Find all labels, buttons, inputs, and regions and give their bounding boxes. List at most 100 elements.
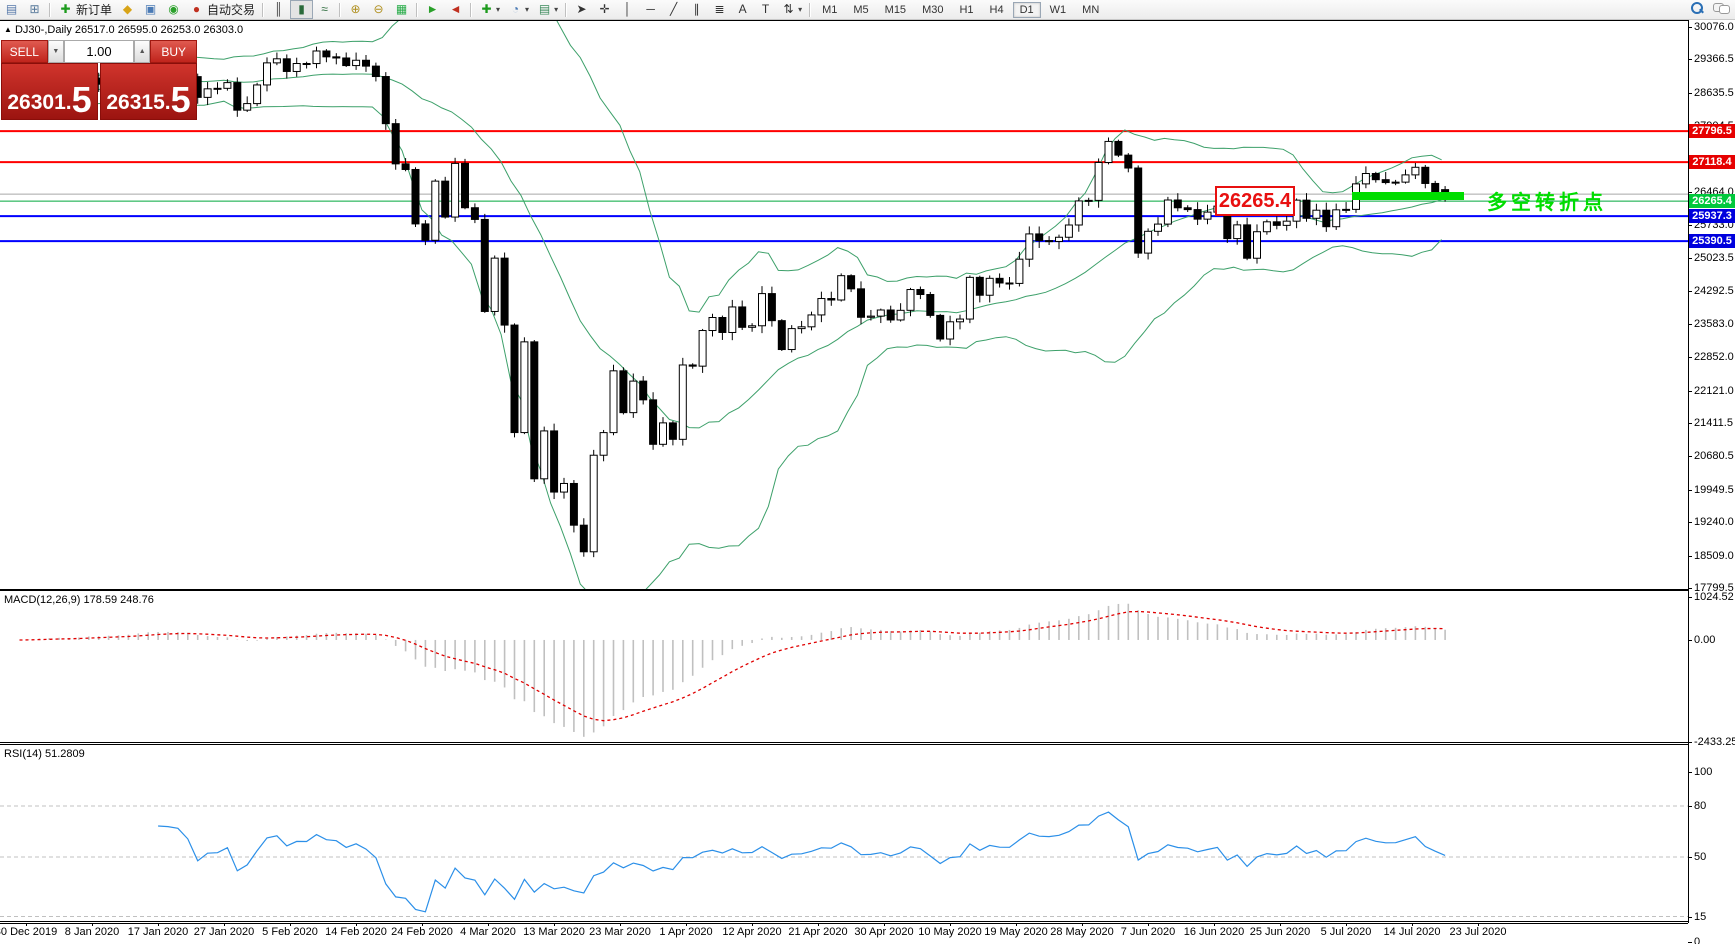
chat-icon[interactable]	[1713, 2, 1730, 14]
timeframe-m30[interactable]: M30	[922, 3, 944, 16]
indicators-button[interactable]: ✚ ▾	[475, 0, 504, 19]
tick-mark	[158, 923, 159, 926]
date-tick-label: 8 Jan 2020	[64, 926, 120, 938]
tick-mark	[1688, 192, 1692, 194]
pane-separator[interactable]	[0, 742, 1688, 743]
pane-separator[interactable]	[0, 923, 1688, 924]
new-order-icon: ✚	[60, 2, 71, 16]
tick-mark	[488, 923, 489, 926]
date-tick-label: 30 Dec 2019	[0, 926, 58, 938]
chevron-down-icon[interactable]: ▾	[496, 5, 501, 14]
horizontal-line-button[interactable]: ─	[639, 0, 662, 19]
toolbar-separator	[809, 2, 812, 17]
macd-pane[interactable]	[0, 591, 1688, 742]
data-window-button[interactable]: ⊞	[23, 0, 46, 19]
tick-mark	[620, 923, 621, 926]
history-center-icon: ◆	[122, 2, 133, 16]
autotrading-button[interactable]: ● 自动交易	[185, 0, 259, 19]
fibonacci-button[interactable]: ≣	[708, 0, 731, 19]
timeframe-h1[interactable]: H1	[959, 3, 974, 16]
tick-mark	[1688, 806, 1692, 807]
crosshair-icon: ✛	[599, 2, 610, 16]
volume-up-button[interactable]: ▲	[133, 40, 151, 63]
signals-button[interactable]: ◉	[162, 0, 185, 19]
tick-mark	[1688, 489, 1692, 491]
main-chart[interactable]	[0, 21, 1688, 589]
trendline-button[interactable]: ╱	[662, 0, 685, 19]
candlestick-chart-icon: ▮	[298, 2, 305, 16]
chart-workspace[interactable]: ▲ DJ30-,Daily 26517.0 26595.0 26253.0 26…	[0, 20, 1735, 944]
chevron-down-icon[interactable]: ▾	[525, 5, 530, 14]
date-tick-label: 19 May 2020	[984, 926, 1048, 938]
zoom-out-button[interactable]: ⊖	[367, 0, 390, 19]
line-chart-button[interactable]: ≈	[313, 0, 336, 19]
tick-mark	[356, 923, 357, 926]
trendline-icon: ╱	[669, 2, 678, 16]
macd-tick-label: 0.00	[1694, 633, 1716, 646]
templates-button[interactable]: ▤ ▾	[533, 0, 562, 19]
timeframe-w1[interactable]: W1	[1049, 3, 1067, 16]
date-tick-label: 28 May 2020	[1050, 926, 1114, 938]
text-button[interactable]: A	[731, 0, 754, 19]
window-list-button[interactable]: ▤	[0, 0, 23, 19]
search-icon[interactable]	[1690, 1, 1703, 14]
zoom-in-button[interactable]: ⊕	[344, 0, 367, 19]
channel-button[interactable]: ∥	[685, 0, 708, 19]
candlestick-chart-button[interactable]: ▮	[290, 0, 314, 19]
trend-segment[interactable]	[1352, 192, 1464, 200]
terminal-button[interactable]: ▣	[139, 0, 162, 19]
tile-windows-icon: ▦	[395, 2, 408, 16]
vertical-line-button[interactable]: │	[616, 0, 639, 19]
history-center-button[interactable]: ◆	[116, 0, 139, 19]
tick-mark	[554, 923, 555, 926]
date-tick-label: 14 Jul 2020	[1383, 926, 1441, 938]
timeframe-m1[interactable]: M1	[822, 3, 838, 16]
tick-mark	[1688, 291, 1692, 293]
fibonacci-icon: ≣	[714, 2, 725, 16]
chevron-down-icon[interactable]: ▾	[798, 5, 803, 14]
date-tick-label: 25 Jun 2020	[1249, 926, 1311, 938]
cursor-button[interactable]: ➤	[570, 0, 593, 19]
crosshair-button[interactable]: ✛	[593, 0, 616, 19]
sell-button[interactable]: SELL	[1, 40, 48, 63]
tick-mark	[1688, 522, 1692, 524]
timeframe-h4[interactable]: H4	[989, 3, 1004, 16]
tick-mark	[1280, 923, 1281, 926]
label-button[interactable]: T	[754, 0, 777, 19]
bar-chart-button[interactable]: ║	[267, 0, 290, 19]
pane-separator[interactable]	[0, 744, 1688, 745]
text-icon: A	[738, 2, 747, 16]
toolbar-separator	[339, 2, 342, 17]
rsi-pane[interactable]	[0, 745, 1688, 921]
horizontal-line-icon: ─	[646, 2, 655, 16]
timeframe-mn[interactable]: MN	[1082, 3, 1100, 16]
timeframe-m5[interactable]: M5	[853, 3, 869, 16]
price-annotation-box[interactable]: 26265.4	[1215, 186, 1295, 216]
price-tick-label: 17799.5	[1694, 582, 1734, 594]
pane-separator[interactable]	[0, 921, 1688, 922]
volume-input[interactable]: 1.00	[64, 40, 134, 63]
tick-mark	[1688, 639, 1692, 641]
sell-price[interactable]: 26301. 5	[1, 63, 98, 120]
tile-windows-button[interactable]: ▦	[390, 0, 413, 19]
date-tick-label: 23 Jul 2020	[1449, 926, 1507, 938]
date-tick-label: 13 Mar 2020	[523, 926, 585, 938]
price-tick-label: 20680.5	[1694, 450, 1734, 463]
signals-icon: ◉	[168, 2, 179, 16]
new-order-button[interactable]: ✚ 新订单	[54, 0, 116, 19]
timeframe-d1[interactable]: D1	[1012, 1, 1041, 18]
tick-mark	[1346, 923, 1347, 926]
chevron-down-icon[interactable]: ▾	[554, 5, 559, 14]
chart-shift-button[interactable]: ◄	[444, 0, 467, 19]
tick-mark	[1688, 588, 1692, 589]
buy-button[interactable]: BUY	[150, 40, 197, 63]
tick-mark	[1688, 555, 1692, 557]
buy-price[interactable]: 26315. 5	[100, 63, 197, 120]
periods-button[interactable]: ◔ ▾	[504, 0, 533, 19]
price-tick-label: 28635.5	[1694, 86, 1734, 99]
auto-scroll-button[interactable]: ►	[421, 0, 444, 19]
volume-down-button[interactable]: ▼	[47, 40, 65, 63]
arrows-button[interactable]: ⇅ ▾	[777, 0, 806, 19]
timeframe-m15[interactable]: M15	[884, 3, 907, 16]
pane-separator[interactable]	[0, 590, 1688, 591]
